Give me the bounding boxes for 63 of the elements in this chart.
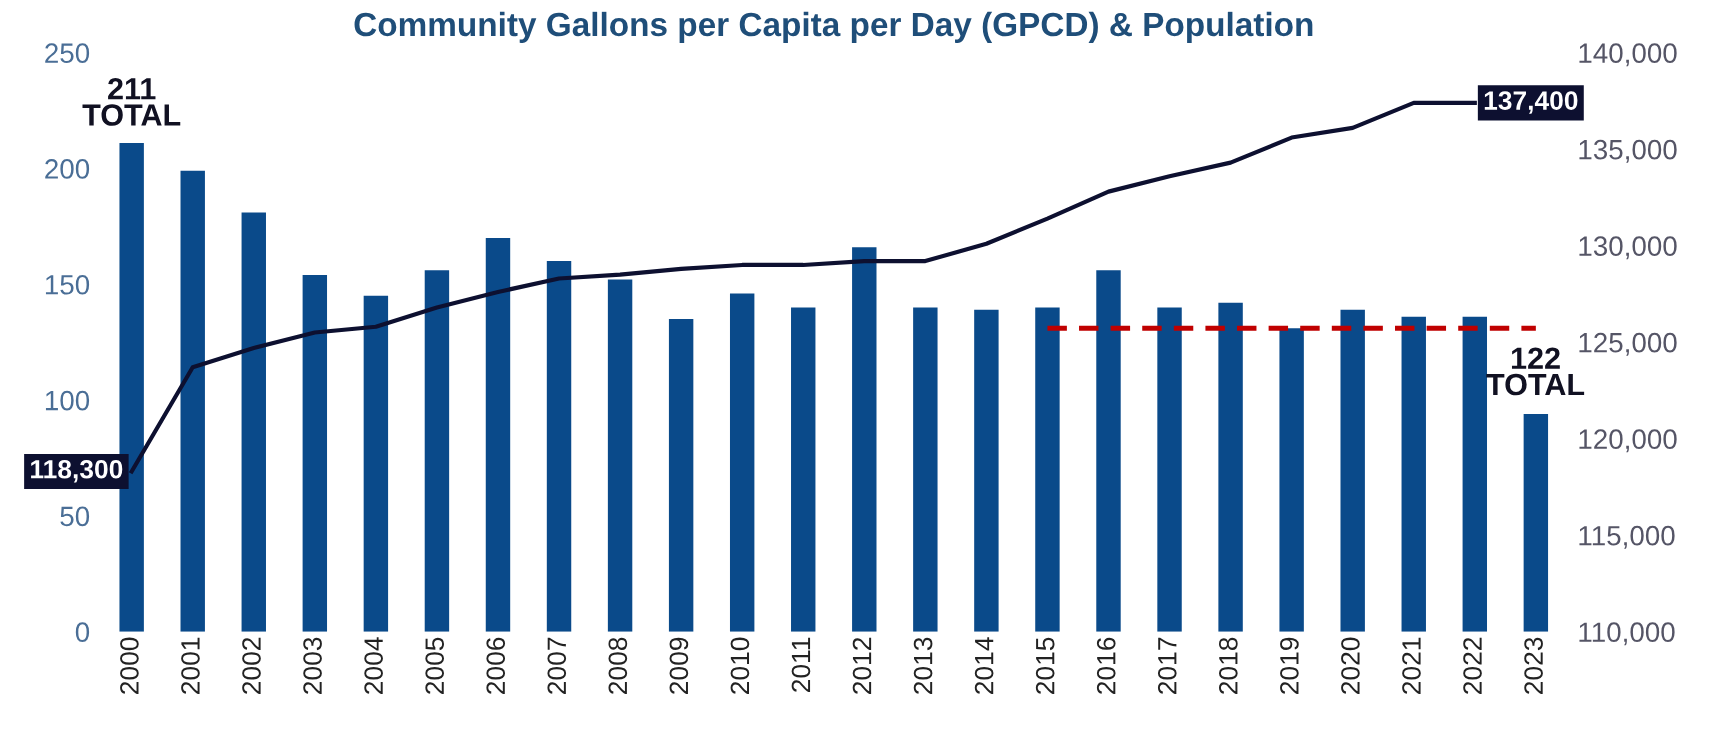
bar — [791, 307, 816, 632]
x-tick-label: 2003 — [303, 637, 322, 694]
x-tick-label: 2006 — [486, 637, 506, 694]
bar — [607, 279, 633, 632]
data-label: 118,300 — [31, 459, 123, 483]
bar — [1157, 307, 1182, 632]
chart-title: Community Gallons per Capita per Day (GPCD) & Population — [354, 11, 1313, 43]
bar — [424, 270, 450, 632]
x-tick-label: 2002 — [242, 637, 261, 694]
x-tick-label: 2019 — [1280, 637, 1299, 694]
x-tick-label: 2015 — [1035, 637, 1055, 694]
x-tick-label: 2009 — [669, 637, 689, 694]
x-tick-label: 2018 — [1218, 637, 1238, 694]
bar — [1340, 309, 1365, 632]
y-tick-label: 200 — [45, 159, 90, 179]
y2-tick-label: 140,000 — [1579, 43, 1677, 67]
y-tick-label: 50 — [60, 506, 90, 527]
bar — [913, 307, 938, 632]
bar — [1523, 413, 1549, 632]
data-label: 137,400 — [1484, 91, 1578, 114]
bar — [363, 295, 389, 632]
data-label: 211 TOTAL — [82, 77, 181, 126]
bar — [302, 274, 328, 632]
bar — [546, 261, 572, 632]
x-tick-label: 2023 — [1524, 637, 1543, 694]
y-tick-label: 150 — [45, 274, 90, 295]
x-tick-label: 2022 — [1463, 637, 1482, 694]
y2-tick-label: 120,000 — [1579, 429, 1677, 453]
y-tick-label: 0 — [75, 622, 90, 643]
y2-tick-label: 115,000 — [1579, 525, 1675, 549]
x-tick-label: 2001 — [181, 637, 200, 694]
y-tick-label: 250 — [45, 43, 90, 63]
bar — [1218, 302, 1243, 632]
bar — [668, 319, 694, 632]
y-tick-label: 100 — [45, 390, 90, 411]
bar — [241, 212, 266, 632]
x-tick-label: 2017 — [1157, 637, 1177, 694]
bar — [180, 170, 205, 632]
bar — [1462, 316, 1488, 632]
bar — [1035, 307, 1060, 632]
x-tick-label: 2010 — [730, 637, 750, 694]
bar — [1279, 328, 1304, 632]
bar — [485, 237, 511, 632]
y2-tick-label: 110,000 — [1579, 622, 1675, 646]
x-tick-label: 2007 — [547, 637, 567, 694]
x-tick-label: 2014 — [974, 637, 994, 694]
x-tick-label: 2013 — [913, 637, 933, 694]
x-tick-label: 2008 — [608, 637, 628, 694]
x-tick-label: 2021 — [1402, 637, 1421, 694]
bar — [974, 309, 999, 632]
x-tick-label: 2012 — [852, 637, 872, 694]
y2-tick-label: 130,000 — [1579, 236, 1677, 260]
x-tick-label: 2005 — [425, 637, 445, 694]
x-tick-label: 2011 — [791, 637, 811, 692]
bar — [852, 247, 877, 632]
bar — [1401, 316, 1426, 632]
x-tick-label: 2016 — [1096, 637, 1116, 694]
x-tick-label: 2020 — [1341, 637, 1360, 694]
y2-tick-label: 135,000 — [1579, 139, 1677, 163]
x-tick-label: 2000 — [120, 637, 139, 694]
bar — [729, 293, 755, 632]
x-tick-label: 2004 — [364, 637, 383, 694]
bar — [1096, 270, 1121, 632]
